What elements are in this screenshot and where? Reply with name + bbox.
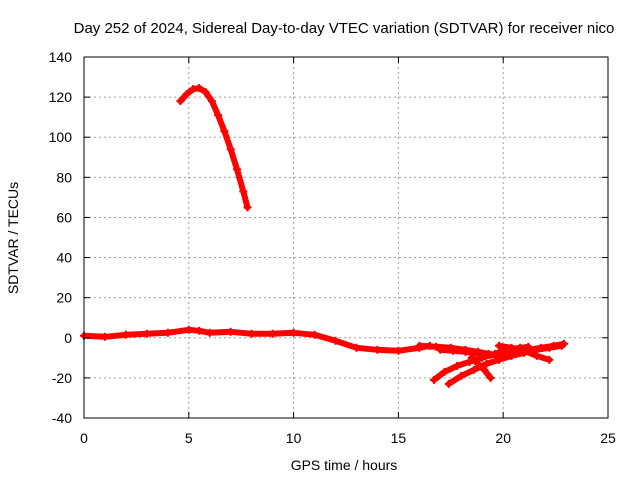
data-point	[415, 341, 424, 350]
data-point	[243, 203, 252, 212]
x-tick-label: 20	[495, 430, 511, 446]
data-point	[557, 341, 566, 350]
data-point	[467, 353, 476, 362]
plot-frame	[83, 56, 609, 419]
data-point	[520, 346, 529, 355]
x-axis-label: GPS time / hours	[291, 457, 398, 473]
data-point	[394, 346, 403, 355]
data-point	[430, 375, 439, 384]
data-point	[436, 345, 445, 354]
chart-title: Day 252 of 2024, Sidereal Day-to-day VTE…	[74, 20, 615, 37]
y-tick-label: 20	[56, 290, 72, 306]
x-tick-label: 10	[286, 430, 302, 446]
data-point	[184, 325, 193, 334]
x-tick-label: 0	[80, 430, 88, 446]
series-0	[80, 325, 434, 355]
data-point	[444, 379, 453, 388]
data-point	[469, 365, 478, 374]
data-point	[182, 90, 191, 99]
data-point	[440, 367, 449, 376]
data-point	[490, 349, 499, 358]
data-point	[121, 330, 130, 339]
data-point	[195, 326, 204, 335]
data-point	[233, 165, 242, 174]
y-tick-label: 140	[49, 49, 73, 65]
data-point	[195, 84, 204, 93]
data-point	[142, 329, 151, 338]
data-point	[163, 328, 172, 337]
data-series	[80, 84, 568, 388]
series-1	[176, 84, 252, 212]
data-point	[495, 341, 504, 350]
data-point	[226, 145, 235, 154]
x-tick-label: 5	[185, 430, 193, 446]
data-point	[220, 127, 229, 136]
data-point	[214, 111, 223, 120]
data-point	[100, 332, 109, 341]
data-point	[201, 88, 210, 97]
y-axis: -40 -20 0 20 40 60 80 100 120 140	[49, 49, 608, 426]
data-point	[207, 97, 216, 106]
data-point	[545, 343, 554, 352]
x-tick-label: 25	[600, 430, 616, 446]
data-point	[482, 359, 491, 368]
series-band	[468, 354, 494, 381]
series-6	[467, 353, 495, 382]
series-band	[177, 85, 251, 211]
data-point	[205, 328, 214, 337]
data-point	[486, 373, 495, 382]
x-tick-label: 15	[391, 430, 407, 446]
y-tick-label: -40	[52, 410, 72, 426]
y-tick-label: 0	[64, 330, 72, 346]
data-point	[474, 359, 483, 368]
data-point	[176, 97, 185, 106]
data-point	[532, 351, 541, 360]
data-point	[480, 365, 489, 374]
data-point	[507, 343, 516, 352]
data-point	[226, 327, 235, 336]
data-point	[268, 329, 277, 338]
data-point	[239, 187, 248, 196]
data-point	[457, 371, 466, 380]
y-axis-label: SDTVAR / TECUs	[5, 182, 21, 294]
y-tick-label: -20	[52, 370, 72, 386]
y-tick-label: 40	[56, 250, 72, 266]
y-tick-label: 80	[56, 169, 72, 185]
data-point	[289, 328, 298, 337]
data-point	[545, 355, 554, 364]
data-point	[331, 336, 340, 345]
series-7	[495, 341, 554, 364]
data-point	[478, 353, 487, 362]
data-point	[188, 85, 197, 94]
data-point	[448, 346, 457, 355]
y-tick-label: 60	[56, 209, 72, 225]
data-point	[495, 355, 504, 364]
data-point	[507, 351, 516, 360]
data-point	[461, 347, 470, 356]
data-point	[310, 330, 319, 339]
data-point	[432, 342, 441, 351]
data-point	[247, 329, 256, 338]
data-point	[352, 343, 361, 352]
x-axis: 0 5 10 15 20 25	[80, 57, 616, 446]
series-band	[445, 342, 565, 387]
y-tick-label: 100	[49, 129, 73, 145]
data-point	[453, 361, 462, 370]
grid-lines	[84, 57, 608, 418]
data-point	[373, 345, 382, 354]
y-tick-label: 120	[49, 89, 73, 105]
